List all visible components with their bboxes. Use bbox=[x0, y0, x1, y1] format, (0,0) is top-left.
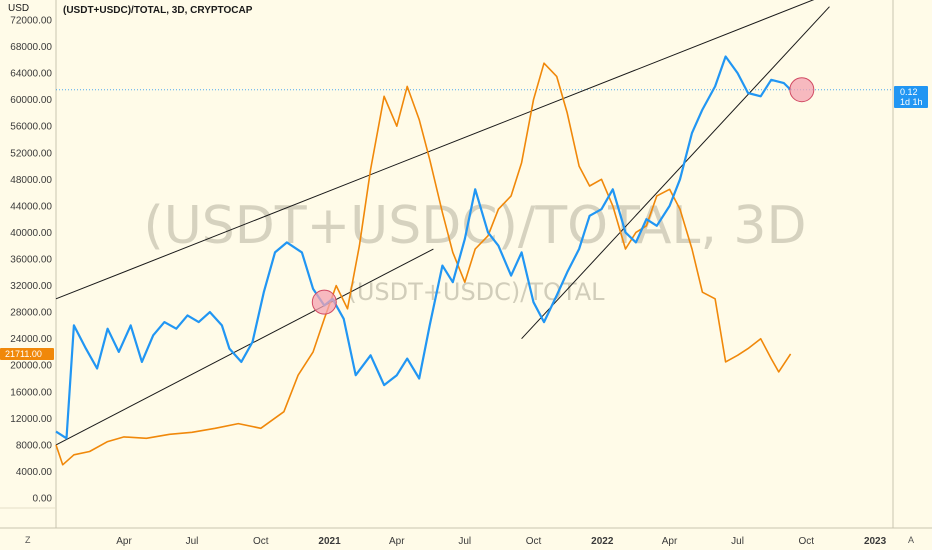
y-tick-label: 68000.00 bbox=[10, 42, 52, 53]
y-tick-label: 56000.00 bbox=[10, 122, 52, 133]
y-axis[interactable]: 72000.00 68000.00 64000.00 60000.00 56000.00… bbox=[10, 16, 52, 505]
orange-price-label: 21711.00 bbox=[5, 349, 42, 359]
y-tick-label: 64000.00 bbox=[10, 69, 52, 80]
trendline-2[interactable] bbox=[55, 248, 434, 446]
highlight-circle-2[interactable] bbox=[789, 77, 815, 103]
y-tick-label: 52000.00 bbox=[10, 148, 52, 159]
highlight-circles[interactable] bbox=[311, 77, 815, 315]
x-axis[interactable]: Apr Jul Oct 2021 Apr Jul Oct 2022 Apr Jul Oct 2023 bbox=[116, 536, 886, 547]
chart-title: (USDT+USDC)/TOTAL, 3D, CRYPTOCAP bbox=[63, 5, 253, 16]
y-tick-label: 40000.00 bbox=[10, 228, 52, 239]
zoom-reset-button[interactable]: Z bbox=[25, 535, 31, 545]
y-tick-label: 0.00 bbox=[33, 494, 53, 505]
series-lines[interactable] bbox=[55, 55, 792, 466]
x-tick-label: Apr bbox=[389, 536, 405, 547]
orange-series-line[interactable] bbox=[55, 62, 792, 466]
y-tick-label: 24000.00 bbox=[10, 334, 52, 345]
x-tick-label: Apr bbox=[116, 536, 132, 547]
x-tick-label: Oct bbox=[253, 536, 269, 547]
x-tick-year-label: 2021 bbox=[318, 536, 341, 547]
auto-scale-button[interactable]: A bbox=[908, 535, 914, 545]
trendline-1[interactable] bbox=[55, 0, 829, 300]
y-tick-label: 36000.00 bbox=[10, 255, 52, 266]
y-tick-label: 8000.00 bbox=[16, 440, 53, 451]
x-tick-label: Oct bbox=[799, 536, 815, 547]
orange-price-badge: 21711.00 bbox=[0, 348, 54, 360]
blue-price-badge: 0.12 1d 1h bbox=[894, 86, 928, 108]
unit-label: USD bbox=[8, 3, 29, 14]
x-tick-label: Jul bbox=[458, 536, 471, 547]
x-tick-year-label: 2022 bbox=[591, 536, 614, 547]
blue-price-value: 0.12 bbox=[900, 87, 918, 97]
trendline-3[interactable] bbox=[521, 6, 830, 340]
highlight-circle-1[interactable] bbox=[311, 289, 337, 315]
x-tick-label: Jul bbox=[731, 536, 744, 547]
x-tick-label: Oct bbox=[526, 536, 542, 547]
y-tick-label: 28000.00 bbox=[10, 308, 52, 319]
watermark-subtitle: (USDT+USDC)/TOTAL bbox=[347, 278, 605, 306]
blue-series-line[interactable] bbox=[55, 55, 792, 440]
trendlines[interactable] bbox=[55, 0, 830, 446]
x-tick-label: Apr bbox=[662, 536, 678, 547]
y-tick-label: 48000.00 bbox=[10, 175, 52, 186]
y-tick-label: 12000.00 bbox=[10, 414, 52, 425]
blue-price-countdown: 1d 1h bbox=[900, 97, 923, 107]
y-tick-label: 60000.00 bbox=[10, 95, 52, 106]
y-tick-label: 44000.00 bbox=[10, 201, 52, 212]
y-tick-label: 20000.00 bbox=[10, 361, 52, 372]
x-tick-label: Jul bbox=[186, 536, 199, 547]
x-tick-year-label: 2023 bbox=[864, 536, 887, 547]
y-tick-label: 16000.00 bbox=[10, 387, 52, 398]
watermark-title: (USDT+USDC)/TOTAL, 3D bbox=[143, 196, 806, 256]
y-tick-label: 32000.00 bbox=[10, 281, 52, 292]
y-tick-label: 4000.00 bbox=[16, 467, 53, 478]
y-tick-label: 72000.00 bbox=[10, 16, 52, 27]
